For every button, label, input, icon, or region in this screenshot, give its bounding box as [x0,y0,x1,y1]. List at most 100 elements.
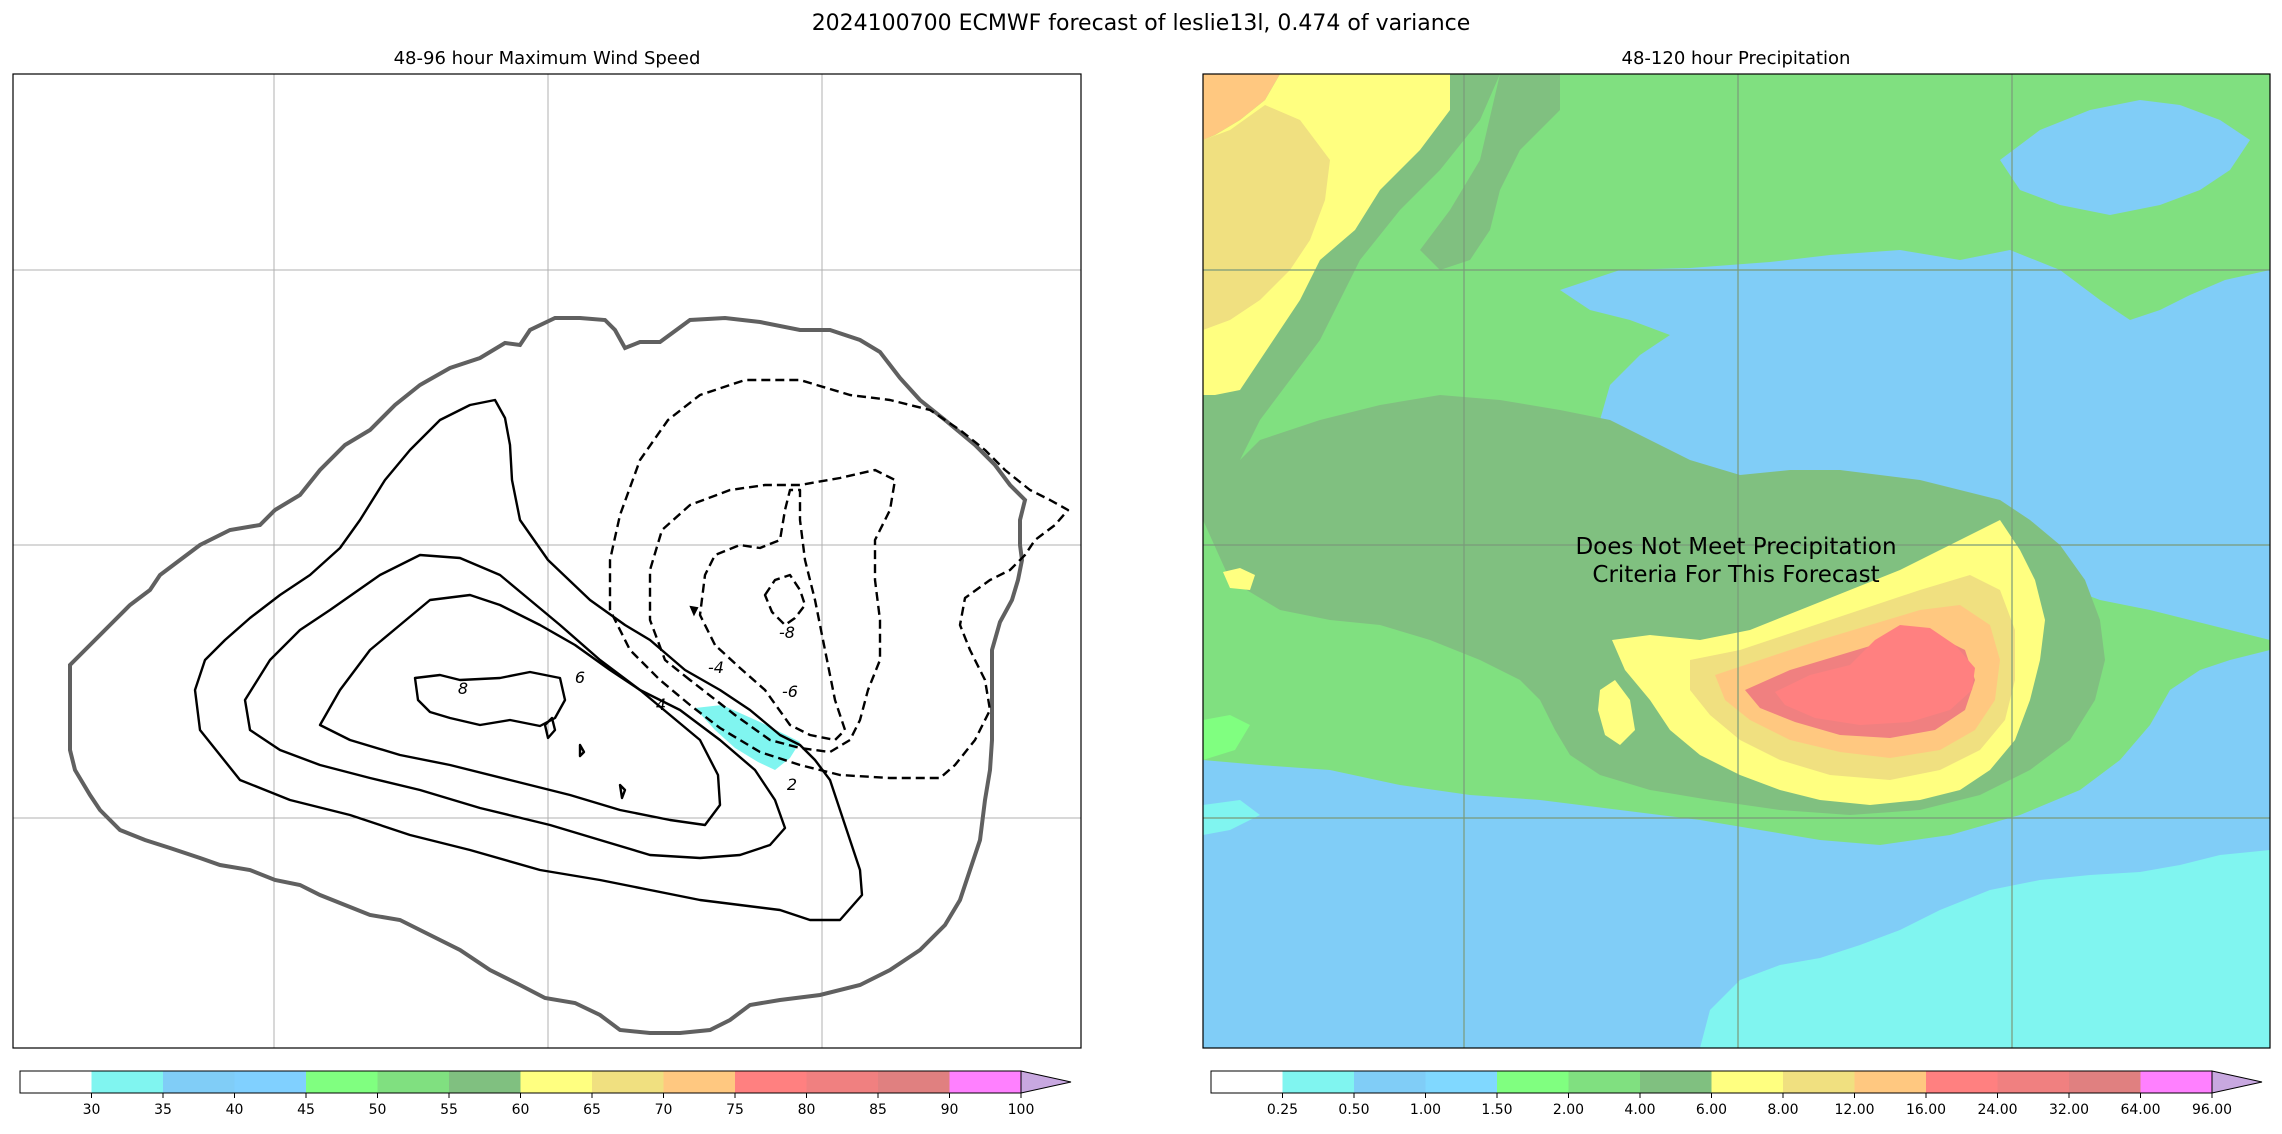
precip-annotation-line-1: Does Not Meet Precipitation [1575,534,1896,560]
wind-colorbar-tick-label: 55 [440,1102,458,1118]
precip-fill-nw-blue [2000,100,2250,215]
wind-contour-label-neg8: -8 [779,623,795,642]
wind-colorbar-swatch [163,1071,236,1093]
figure-title: 2024100700 ECMWF forecast of leslie13l, … [812,11,1471,36]
wind-fill-30-35-region [695,705,800,770]
wind-colorbar-tick-label: 75 [726,1102,744,1118]
precip-fill-nw-tan [1203,105,1330,330]
precip-fill-6-8-northwest [1420,74,1560,270]
wind-colorbar-swatch [449,1071,522,1093]
precip-panel-title: 48-120 hour Precipitation [1622,48,1851,69]
precip-colorbar-swatch [1997,1071,2070,1093]
precip-colorbar-swatch [1926,1071,1999,1093]
precip-fill-32-64 [1775,625,1975,725]
precip-panel: 48-120 hour Precipitation [1202,48,2271,1118]
wind-plot-frame [12,73,1082,1049]
precip-colorbar-tick-label: 6.00 [1696,1102,1727,1118]
wind-contour-negative-6 [698,488,847,742]
wind-contour-label-8: 8 [458,679,468,698]
precip-colorbar-tick-label: 0.50 [1338,1102,1369,1118]
wind-colorbar-swatch [592,1071,665,1093]
wind-panel-title: 48-96 hour Maximum Wind Speed [394,48,701,69]
wind-contour-dot [689,605,699,617]
precip-colorbar-tick-label: 16.00 [1906,1102,1946,1118]
wind-panel: 48-96 hour Maximum Wind Speed [12,48,1082,1118]
precip-colorbar-swatch [1354,1071,1427,1093]
precip-colorbar-extend-arrow [2211,1070,2263,1094]
wind-contour-8-islet-3 [618,783,627,800]
precip-annotation-line-2: Criteria For This Forecast [1592,562,1879,588]
wind-contour-negative-outer [608,378,1070,780]
precip-colorbar-tick-label: 0.25 [1267,1102,1298,1118]
wind-colorbar-tick-label: 60 [512,1102,530,1118]
wind-colorbar-swatch [735,1071,808,1093]
wind-contour-label-4: 4 [656,695,666,714]
wind-colorbar-tick-label: 35 [154,1102,172,1118]
wind-colorbar-extend-arrow [1020,1070,1072,1094]
wind-contour-label-6: 6 [575,668,585,687]
wind-colorbar-swatch [806,1071,879,1093]
precip-fill-2-4-west-green [1203,715,1250,760]
precip-colorbar-swatch [1497,1071,1570,1093]
wind-outer-envelope [68,315,1028,1035]
wind-colorbar-tick-label: 45 [297,1102,315,1118]
wind-contour-6 [413,670,567,728]
precip-colorbar-swatch [2069,1071,2142,1093]
precip-colorbar-tick-label: 96.00 [2192,1102,2232,1118]
wind-contour-4 [318,593,722,827]
wind-contour-label-2: 2 [787,775,797,794]
wind-colorbar-swatch [234,1071,307,1093]
wind-contour-outer-positive [193,398,864,922]
wind-colorbar-tick-label: 50 [369,1102,387,1118]
precip-fill-small-yellow [1223,568,1255,590]
precip-colorbar-tick-label: 12.00 [1834,1102,1874,1118]
wind-colorbar-tick-label: 90 [941,1102,959,1118]
precip-colorbar: 0.25 0.50 1.00 1.50 2.00 4.00 6.00 8.00 12.00 16.… [1210,1070,2263,1118]
precip-colorbar-swatch [1783,1071,1856,1093]
wind-contour-8-islet-2 [578,743,586,758]
precip-colorbar-tick-label: 1.00 [1410,1102,1441,1118]
precip-gridlines [1203,74,2270,1048]
precip-colorbar-tick-label: 32.00 [2049,1102,2089,1118]
wind-colorbar-swatch [878,1071,951,1093]
wind-colorbar-swatch [377,1071,450,1093]
wind-positive-contours [193,398,864,922]
wind-colorbar-tick-label: 65 [583,1102,601,1118]
precip-colorbar-tick-label: 1.50 [1481,1102,1512,1118]
precip-colorbar-swatch [1640,1071,1713,1093]
precip-colorbar-swatch [1282,1071,1355,1093]
wind-gridlines [13,74,1081,1048]
wind-negative-contours [608,378,1070,780]
precip-colorbar-swatch [1211,1071,1284,1093]
wind-colorbar-swatch [663,1071,736,1093]
precip-colorbar-tick-label: 64.00 [2120,1102,2160,1118]
precip-fill-ne-orange [1203,74,1280,140]
wind-colorbar: 30 35 40 45 50 55 60 65 70 75 80 85 90 100 [19,1070,1072,1118]
wind-colorbar-swatch [20,1071,93,1093]
precip-fill-8-12-small [1598,680,1635,745]
wind-colorbar-tick-label: 40 [226,1102,244,1118]
wind-colorbar-tick-label: 100 [1008,1102,1035,1118]
wind-contour-8-islet-1 [543,716,557,740]
precip-colorbar-tick-label: 8.00 [1767,1102,1798,1118]
wind-colorbar-tick-label: 80 [798,1102,816,1118]
wind-contour-2 [243,553,787,860]
precip-colorbar-swatch [1854,1071,1927,1093]
wind-colorbar-swatch [520,1071,593,1093]
precip-colorbar-tick-label: 24.00 [1977,1102,2017,1118]
precip-plot-frame [1202,73,2271,1049]
precip-colorbar-tick-label: 2.00 [1553,1102,1584,1118]
precip-colorbar-swatch [1425,1071,1498,1093]
wind-colorbar-swatch [91,1071,164,1093]
wind-colorbar-tick-label: 70 [655,1102,673,1118]
wind-colorbar-swatch [306,1071,379,1093]
wind-colorbar-tick-label: 85 [869,1102,887,1118]
wind-plot-area [13,74,1081,1048]
wind-colorbar-tick-label: 30 [83,1102,101,1118]
precip-colorbar-swatch [2140,1071,2213,1093]
precip-fill-lower-cyan [1700,850,2270,1048]
wind-contour-labels: 8 6 4 2 -4 -6 -8 [458,623,798,794]
wind-colorbar-swatch [949,1071,1022,1093]
precip-colorbar-swatch [1711,1071,1784,1093]
